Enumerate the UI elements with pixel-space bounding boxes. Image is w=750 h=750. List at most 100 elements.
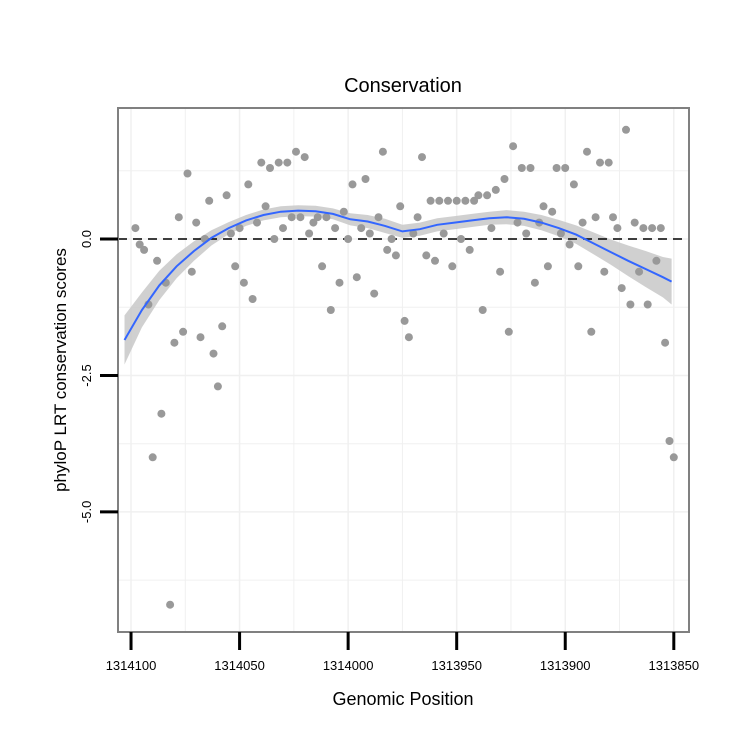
data-point [422,251,431,260]
data-point [209,349,218,358]
data-point [413,213,422,222]
data-point [322,213,331,222]
data-point [361,175,370,183]
data-point [565,240,574,249]
data-point [639,224,648,233]
data-point [374,213,383,222]
data-point [435,196,444,205]
data-point [491,185,500,194]
data-point [131,224,140,233]
data-point [604,158,613,167]
data-point [496,267,505,276]
data-point [348,180,357,189]
data-point [335,278,344,287]
data-point [448,262,457,271]
data-point [665,437,674,445]
smooth-line [123,209,673,341]
data-point [587,327,596,336]
data-point [457,235,465,243]
x-tick-label: 1314000 [323,658,374,673]
data-point [474,191,483,200]
x-tick-label: 1314050 [214,658,265,673]
data-points [131,125,678,609]
y-axis-label: phyloP LRT conservation scores [51,248,70,492]
data-point [383,245,392,254]
data-point [613,224,622,233]
data-point [517,164,526,172]
data-point [548,207,557,216]
data-point [569,180,578,189]
data-point [556,229,565,238]
data-point [183,169,192,178]
data-point [626,300,635,309]
data-point [174,213,183,222]
data-point [226,229,235,238]
data-point [539,202,548,211]
data-point [526,164,535,172]
data-point [365,229,374,238]
data-point [622,125,630,134]
panel-border [117,107,690,633]
y-axis: 0.0 -2.5 -5.0 [79,230,118,523]
data-point [543,262,552,271]
data-point [296,213,305,222]
data-point [439,229,448,238]
data-point [444,196,452,205]
data-point [504,327,513,336]
data-point [300,153,309,162]
data-point [431,256,439,265]
data-point [487,224,496,233]
y-tick-label: 0.0 [79,230,94,248]
data-point [235,224,244,233]
data-point [283,158,292,167]
data-point [387,235,396,243]
data-point [583,147,591,156]
data-point [357,224,366,233]
data-point [378,147,387,156]
data-point [231,262,240,271]
data-point [513,218,522,227]
data-point [222,191,231,200]
data-point [418,153,426,162]
data-point [279,224,287,233]
data-point [326,306,335,314]
data-point [140,245,149,254]
data-point [465,245,474,254]
x-axis-label: Genomic Position [332,689,473,709]
data-point [530,278,539,287]
data-point [400,316,409,325]
data-point [509,142,518,151]
data-point [617,284,626,293]
data-point [404,333,413,342]
data-point [552,164,561,172]
data-point [257,158,266,167]
data-point [313,213,322,222]
data-point [339,207,348,216]
data-point [522,229,531,238]
data-point [669,453,678,462]
data-point [596,158,604,167]
y-tick-label: -2.5 [79,364,94,386]
data-point [170,338,179,347]
data-point [483,191,492,200]
y-tick-label: -5.0 [79,501,94,523]
data-point [370,289,379,298]
data-point [409,229,418,238]
data-point [196,333,205,342]
data-point [600,267,609,276]
x-axis: 1314100 1314050 1314000 1313950 1313900 13138… [106,632,699,673]
x-tick-label: 1314100 [106,658,157,673]
smooth-line-group [123,209,673,341]
data-point [244,180,253,189]
x-tick-label: 1313950 [431,658,482,673]
data-point [135,240,144,249]
data-point [148,453,157,462]
data-point [561,164,570,172]
data-point [352,273,361,282]
data-point [266,164,274,172]
data-point [661,338,670,347]
chart-title: Conservation [344,75,462,97]
data-point [292,147,300,156]
